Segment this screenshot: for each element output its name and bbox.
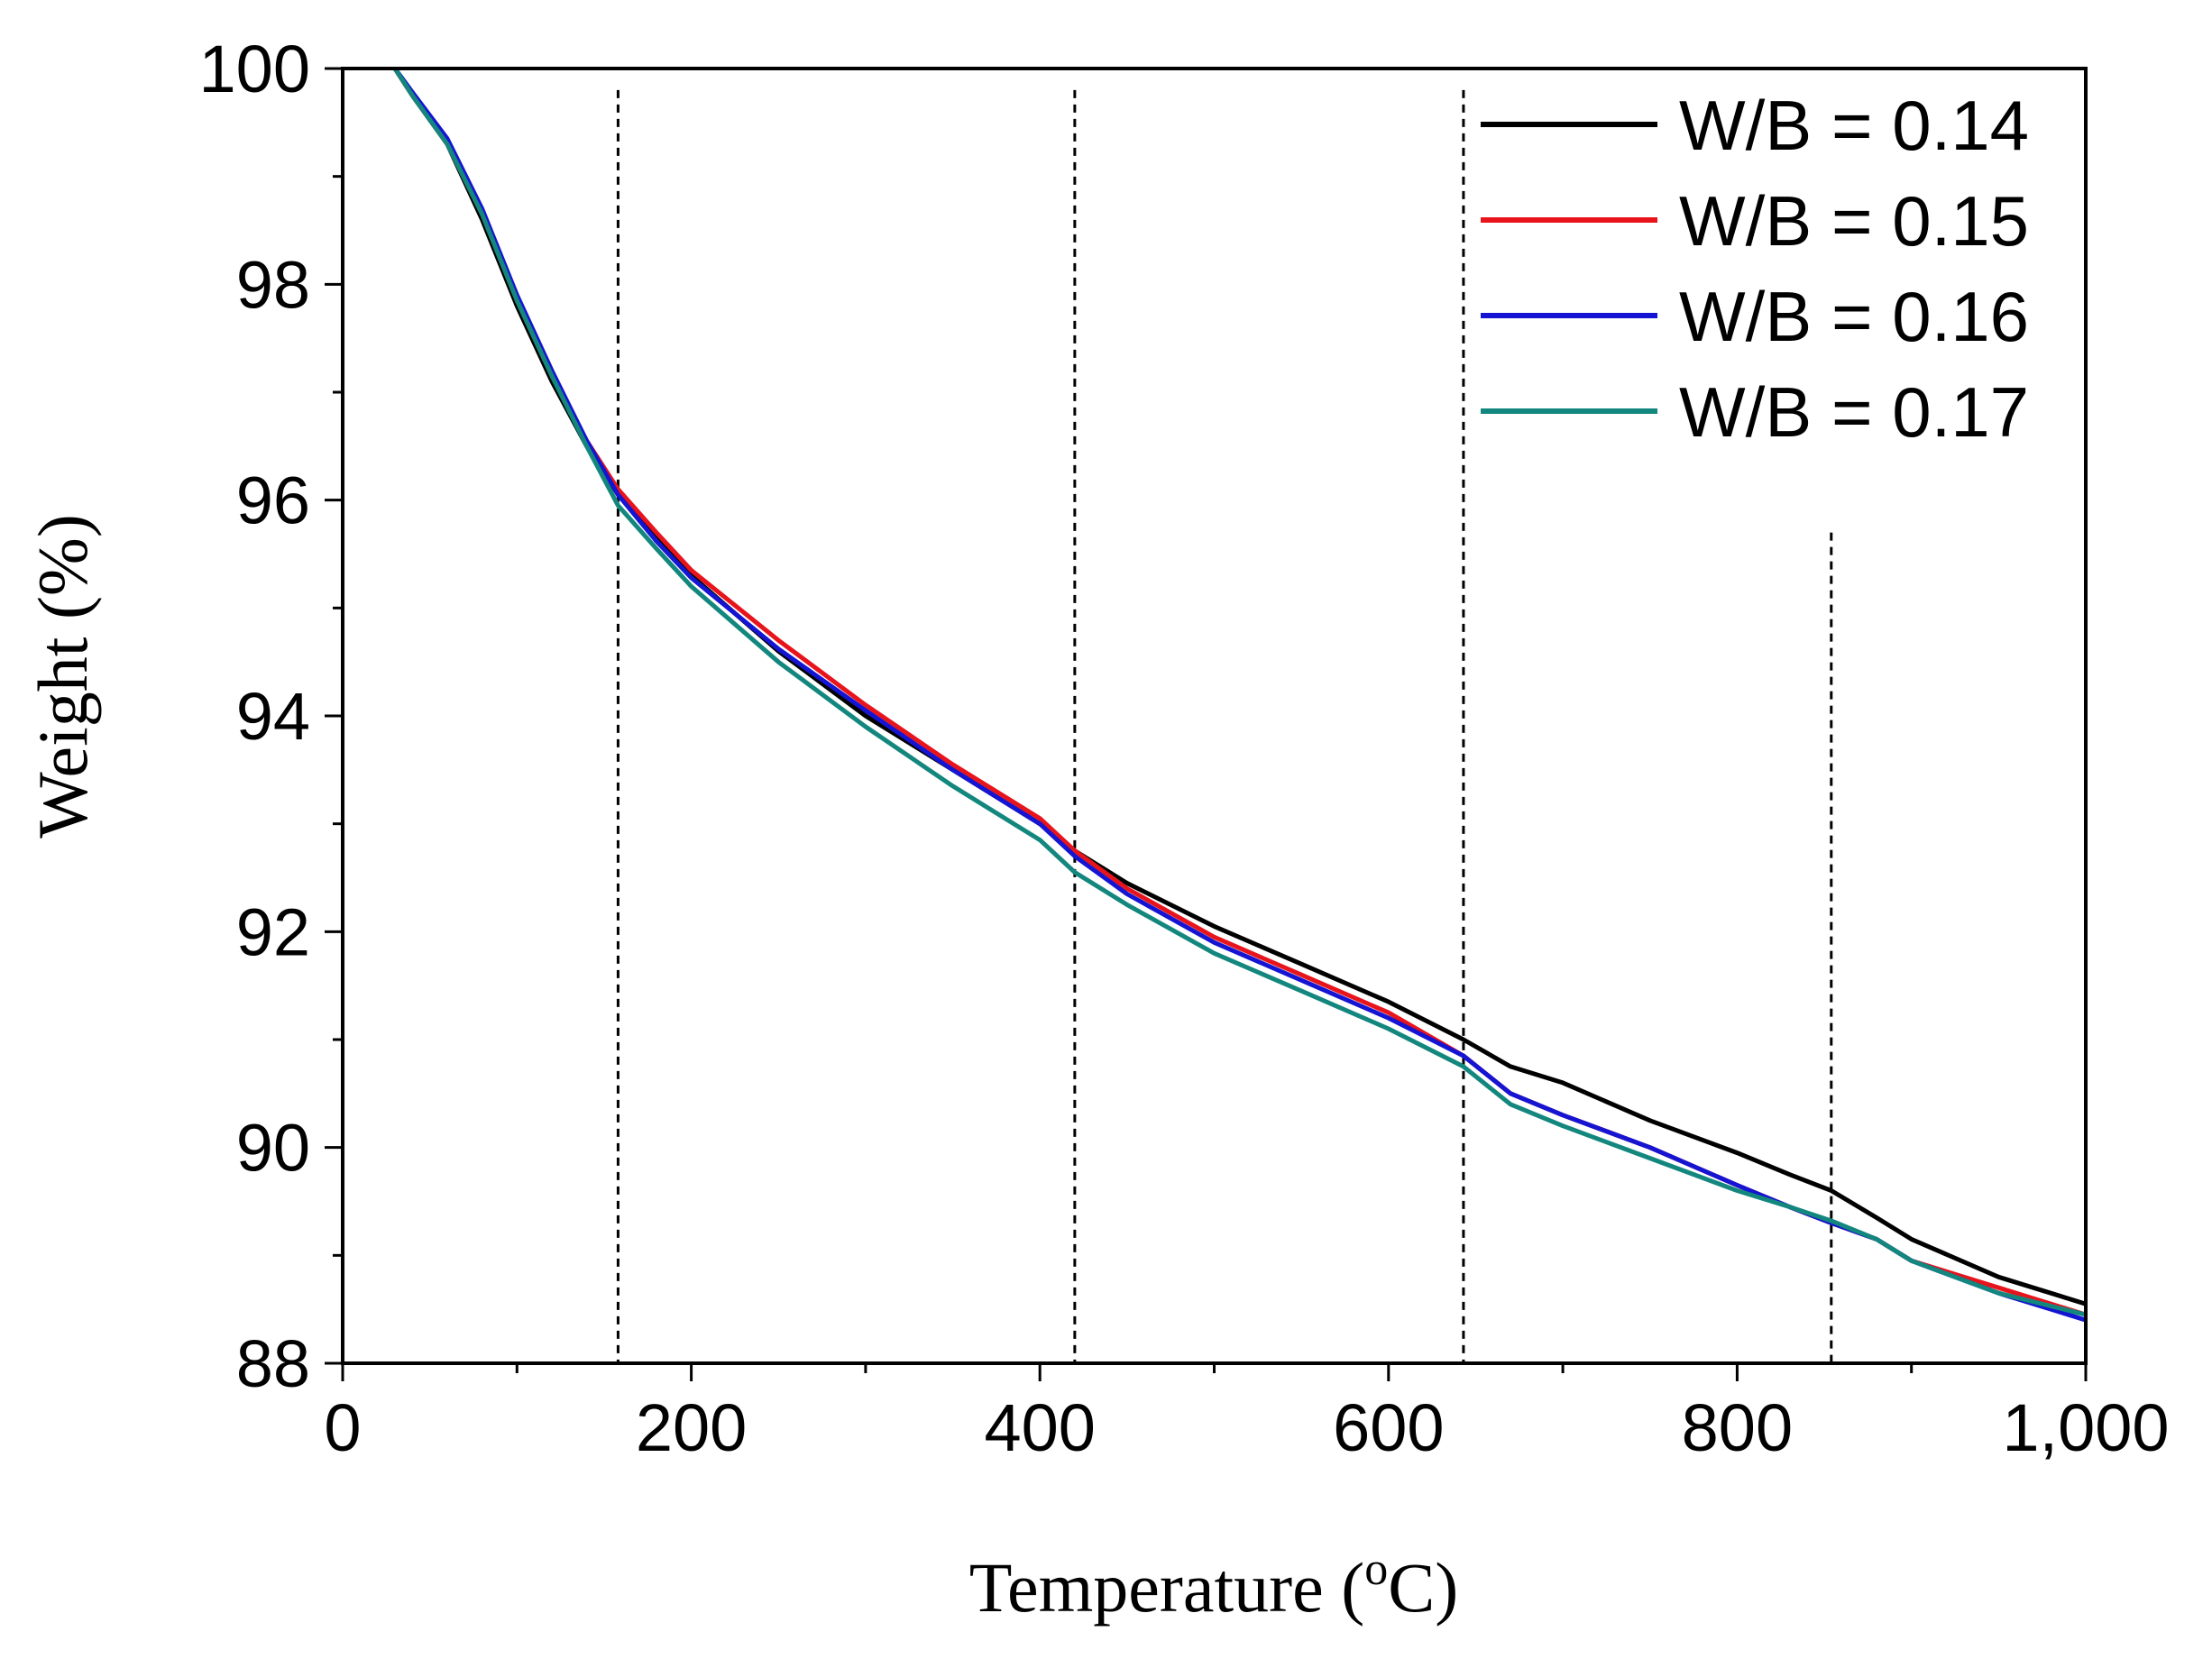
y-tick-label: 98: [236, 247, 310, 322]
legend: W/B = 0.14 W/B = 0.15 W/B = 0.16 W/B = 0.17: [1481, 86, 2029, 452]
x-axis: 0 200 400 600 800 1,000: [324, 1363, 2170, 1465]
y-tick-label: 94: [236, 679, 310, 754]
y-tick-label: 92: [236, 894, 310, 969]
x-tick-label: 800: [1682, 1390, 1793, 1465]
reference-lines: [616, 89, 1833, 1363]
series-line: [392, 69, 2086, 1317]
legend-label: W/B = 0.16: [1679, 277, 2029, 356]
x-axis-title: Temperature (oC): [969, 1544, 1458, 1627]
plot-frame: [341, 67, 2088, 1365]
legend-label: W/B = 0.17: [1679, 372, 2029, 452]
x-tick-label: 400: [984, 1390, 1095, 1465]
legend-label: W/B = 0.15: [1679, 181, 2029, 261]
y-tick-label: 100: [199, 32, 310, 106]
x-tick-label: 1,000: [2002, 1390, 2169, 1465]
y-tick-label: 90: [236, 1111, 310, 1186]
y-axis-title: Weight (%): [23, 514, 102, 839]
x-tick-label: 0: [324, 1390, 361, 1465]
x-tick-label: 200: [636, 1390, 747, 1465]
y-tick-label: 88: [236, 1326, 310, 1401]
legend-label: W/B = 0.14: [1679, 86, 2029, 165]
y-axis: 88 90 92 94 96 98 100: [199, 32, 343, 1401]
x-tick-label: 600: [1333, 1390, 1444, 1465]
data-series: [392, 69, 2086, 1323]
y-tick-label: 96: [236, 463, 310, 538]
